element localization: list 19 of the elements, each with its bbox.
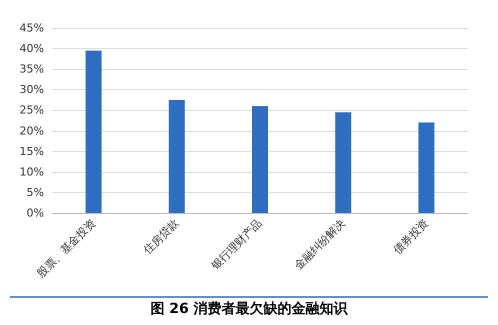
y-tick-label: 35%	[20, 62, 44, 76]
bar	[86, 50, 102, 213]
bar	[335, 112, 352, 213]
y-tick-label: 25%	[20, 104, 44, 117]
bar	[418, 122, 434, 213]
y-tick-label: 30%	[20, 83, 44, 96]
bar	[168, 100, 185, 213]
x-tick-label: 银行理财产品	[208, 216, 265, 273]
y-tick-label: 20%	[20, 124, 44, 138]
y-tick-label: 10%	[20, 165, 44, 178]
x-tick-label: 住房贷款	[141, 216, 182, 257]
x-tick-label: 债券投资	[390, 216, 431, 257]
text: 图 26 消费者最欠缺的金融知识	[150, 301, 349, 317]
y-tick-label: 15%	[20, 144, 44, 158]
y-tick-label: 5%	[26, 186, 44, 199]
bar	[252, 106, 268, 213]
y-tick-label: 45%	[20, 22, 44, 34]
y-tick-label: 40%	[20, 42, 44, 56]
x-tick-label: 金融纠纷解决	[292, 216, 348, 272]
